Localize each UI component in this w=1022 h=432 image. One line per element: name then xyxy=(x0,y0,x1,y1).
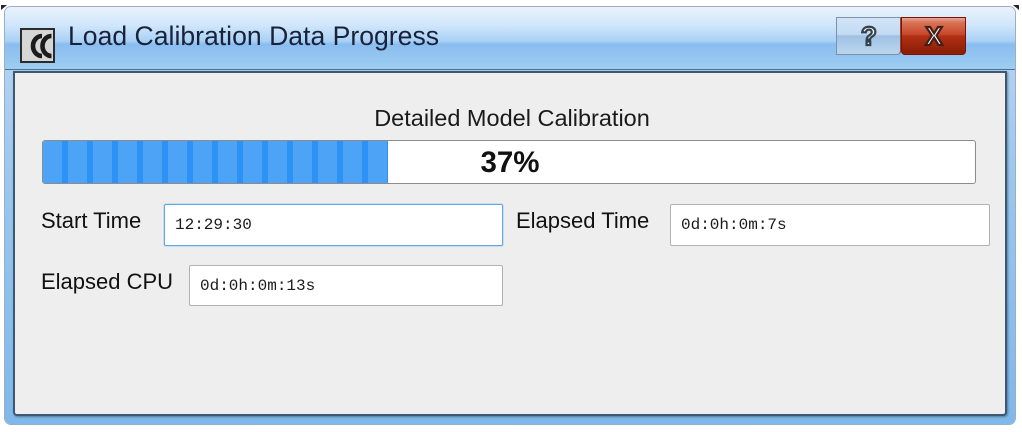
svg-text:X: X xyxy=(925,22,943,50)
svg-text:?: ? xyxy=(861,22,877,50)
